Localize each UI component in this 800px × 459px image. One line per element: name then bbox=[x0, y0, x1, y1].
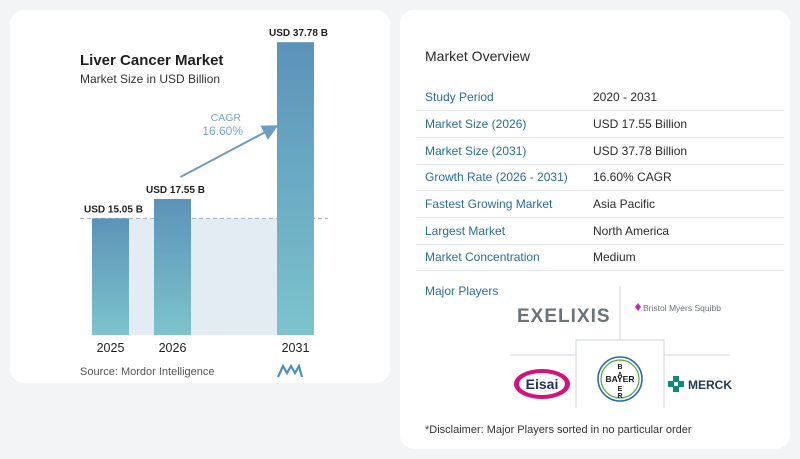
bayer-inner-ring-icon bbox=[600, 359, 640, 399]
bar-2025 bbox=[92, 218, 129, 335]
overview-row: Fastest Growing Market Asia Pacific bbox=[416, 190, 784, 218]
merck-logo: MERCK bbox=[668, 376, 732, 392]
bayer-ring-icon bbox=[597, 356, 643, 402]
overview-value: USD 17.55 Billion bbox=[584, 110, 784, 138]
eisai-logo-text: Eisai bbox=[526, 376, 559, 392]
bms-mark-icon bbox=[635, 303, 641, 311]
overview-table: Study Period 2020 - 2031 Market Size (20… bbox=[416, 84, 784, 272]
x-tick-label: 2031 bbox=[282, 341, 310, 355]
overview-value: USD 37.78 Billion bbox=[584, 137, 784, 165]
bar-value-label: USD 15.05 B bbox=[84, 204, 143, 215]
chart-subtitle: Market Size in USD Billion bbox=[80, 72, 221, 86]
overview-key: Market Size (2031) bbox=[416, 137, 584, 165]
bar-2026 bbox=[154, 198, 191, 335]
overview-row: Largest Market North America bbox=[416, 217, 784, 245]
bayer-logo: BAYER B A E R bbox=[597, 356, 643, 402]
bar-chart: USD 15.05 B 2025 USD 17.55 B 2026 USD 37.78 … bbox=[80, 28, 328, 355]
overview-row: Market Size (2031) USD 37.78 Billion bbox=[416, 137, 784, 165]
chart-title: Liver Cancer Market bbox=[80, 52, 224, 69]
overview-value: 16.60% CAGR bbox=[584, 164, 784, 192]
cagr-arrow-icon bbox=[180, 125, 279, 178]
cagr-value: 16.60% bbox=[202, 124, 243, 138]
overview-row: Market Size (2026) USD 17.55 Billion bbox=[416, 110, 784, 138]
bayer-cross-e-icon: E bbox=[618, 386, 623, 393]
x-tick-label: 2026 bbox=[159, 341, 187, 355]
disclaimer: *Disclaimer: Major Players sorted in no … bbox=[425, 424, 692, 436]
merck-mark-icon bbox=[668, 376, 684, 392]
bar-value-label: USD 17.55 B bbox=[146, 185, 205, 196]
overview-value: Asia Pacific bbox=[584, 190, 784, 218]
overview-row: Growth Rate (2026 - 2031) 16.60% CAGR bbox=[416, 164, 784, 192]
overview-key: Market Concentration bbox=[416, 244, 584, 272]
overview-key: Market Size (2026) bbox=[416, 110, 584, 138]
exelixis-logo: EXELIXIS bbox=[517, 306, 611, 327]
bar-value-label: USD 37.78 B bbox=[269, 28, 328, 39]
overview-value: North America bbox=[584, 217, 784, 245]
overview-key: Study Period bbox=[416, 84, 584, 112]
bayer-cross-r-icon: R bbox=[617, 393, 622, 400]
eisai-badge-inner bbox=[519, 373, 565, 395]
overview-value: 2020 - 2031 bbox=[584, 84, 784, 112]
overview-key: Growth Rate (2026 - 2031) bbox=[416, 164, 584, 192]
mordor-logo-icon bbox=[277, 364, 303, 378]
overview-key: Largest Market bbox=[416, 217, 584, 245]
source-note: Source: Mordor Intelligence bbox=[80, 366, 215, 378]
players-grid: EXELIXIS Bristol Myers Squibb Eisai BAYE… bbox=[510, 286, 732, 408]
bayer-logo-text: BAYER bbox=[606, 374, 635, 384]
overview-title: Market Overview bbox=[425, 48, 531, 64]
grid-divider bbox=[575, 339, 665, 408]
merck-logo-text: MERCK bbox=[688, 378, 732, 392]
bristol-myers-squibb-logo: Bristol Myers Squibb bbox=[635, 303, 721, 313]
bms-logo-text: Bristol Myers Squibb bbox=[643, 303, 721, 313]
overview-value: Medium bbox=[584, 244, 784, 272]
bayer-cross-a-icon: A bbox=[617, 372, 622, 379]
overview-key: Fastest Growing Market bbox=[416, 190, 584, 218]
cagr-label: CAGR bbox=[211, 112, 242, 124]
major-players-label: Major Players bbox=[425, 284, 499, 298]
x-tick-label: 2025 bbox=[97, 341, 125, 355]
eisai-logo: Eisai bbox=[514, 369, 570, 399]
overview-row: Study Period 2020 - 2031 bbox=[416, 84, 784, 112]
overview-row: Market Concentration Medium bbox=[416, 244, 784, 272]
bar-2031 bbox=[277, 42, 314, 336]
bayer-cross-b-icon: B bbox=[617, 364, 622, 371]
